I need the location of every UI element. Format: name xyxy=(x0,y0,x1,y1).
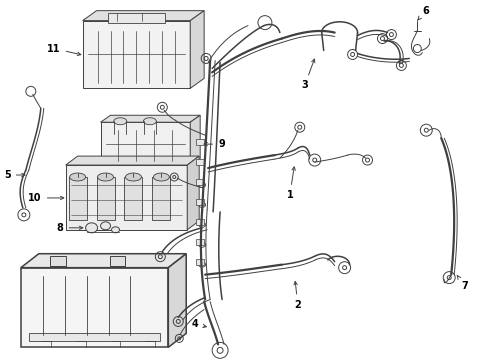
Ellipse shape xyxy=(98,173,114,181)
FancyBboxPatch shape xyxy=(107,13,165,23)
Polygon shape xyxy=(21,254,186,268)
FancyBboxPatch shape xyxy=(196,179,204,185)
Polygon shape xyxy=(100,122,190,166)
Polygon shape xyxy=(168,254,186,347)
FancyBboxPatch shape xyxy=(196,139,204,145)
FancyBboxPatch shape xyxy=(29,333,160,341)
FancyBboxPatch shape xyxy=(124,177,143,220)
Ellipse shape xyxy=(114,118,127,125)
Text: 9: 9 xyxy=(204,139,225,149)
Text: 1: 1 xyxy=(287,167,295,200)
FancyBboxPatch shape xyxy=(196,219,204,225)
FancyBboxPatch shape xyxy=(50,256,66,266)
Text: 2: 2 xyxy=(294,282,301,310)
Text: 4: 4 xyxy=(192,319,206,329)
Ellipse shape xyxy=(125,173,142,181)
Polygon shape xyxy=(187,156,199,230)
Text: 5: 5 xyxy=(4,170,25,180)
FancyBboxPatch shape xyxy=(110,256,125,266)
FancyBboxPatch shape xyxy=(69,177,87,220)
Ellipse shape xyxy=(70,173,86,181)
FancyBboxPatch shape xyxy=(152,177,171,220)
Polygon shape xyxy=(83,11,204,21)
Polygon shape xyxy=(100,115,200,122)
Ellipse shape xyxy=(112,227,120,233)
FancyBboxPatch shape xyxy=(196,259,204,265)
Text: 8: 8 xyxy=(57,223,83,233)
Ellipse shape xyxy=(144,118,156,125)
Polygon shape xyxy=(83,21,190,88)
Text: 10: 10 xyxy=(28,193,64,203)
Polygon shape xyxy=(21,268,168,347)
Polygon shape xyxy=(190,115,200,166)
Text: 6: 6 xyxy=(417,6,429,20)
Ellipse shape xyxy=(100,222,111,230)
FancyBboxPatch shape xyxy=(196,239,204,245)
Ellipse shape xyxy=(153,173,169,181)
FancyBboxPatch shape xyxy=(196,199,204,205)
Text: 11: 11 xyxy=(47,44,81,55)
Polygon shape xyxy=(66,156,199,165)
Polygon shape xyxy=(66,165,187,230)
Ellipse shape xyxy=(86,223,98,233)
Text: 3: 3 xyxy=(301,59,315,90)
FancyBboxPatch shape xyxy=(97,177,115,220)
Text: 7: 7 xyxy=(457,275,468,291)
FancyBboxPatch shape xyxy=(196,159,204,165)
Polygon shape xyxy=(190,11,204,88)
